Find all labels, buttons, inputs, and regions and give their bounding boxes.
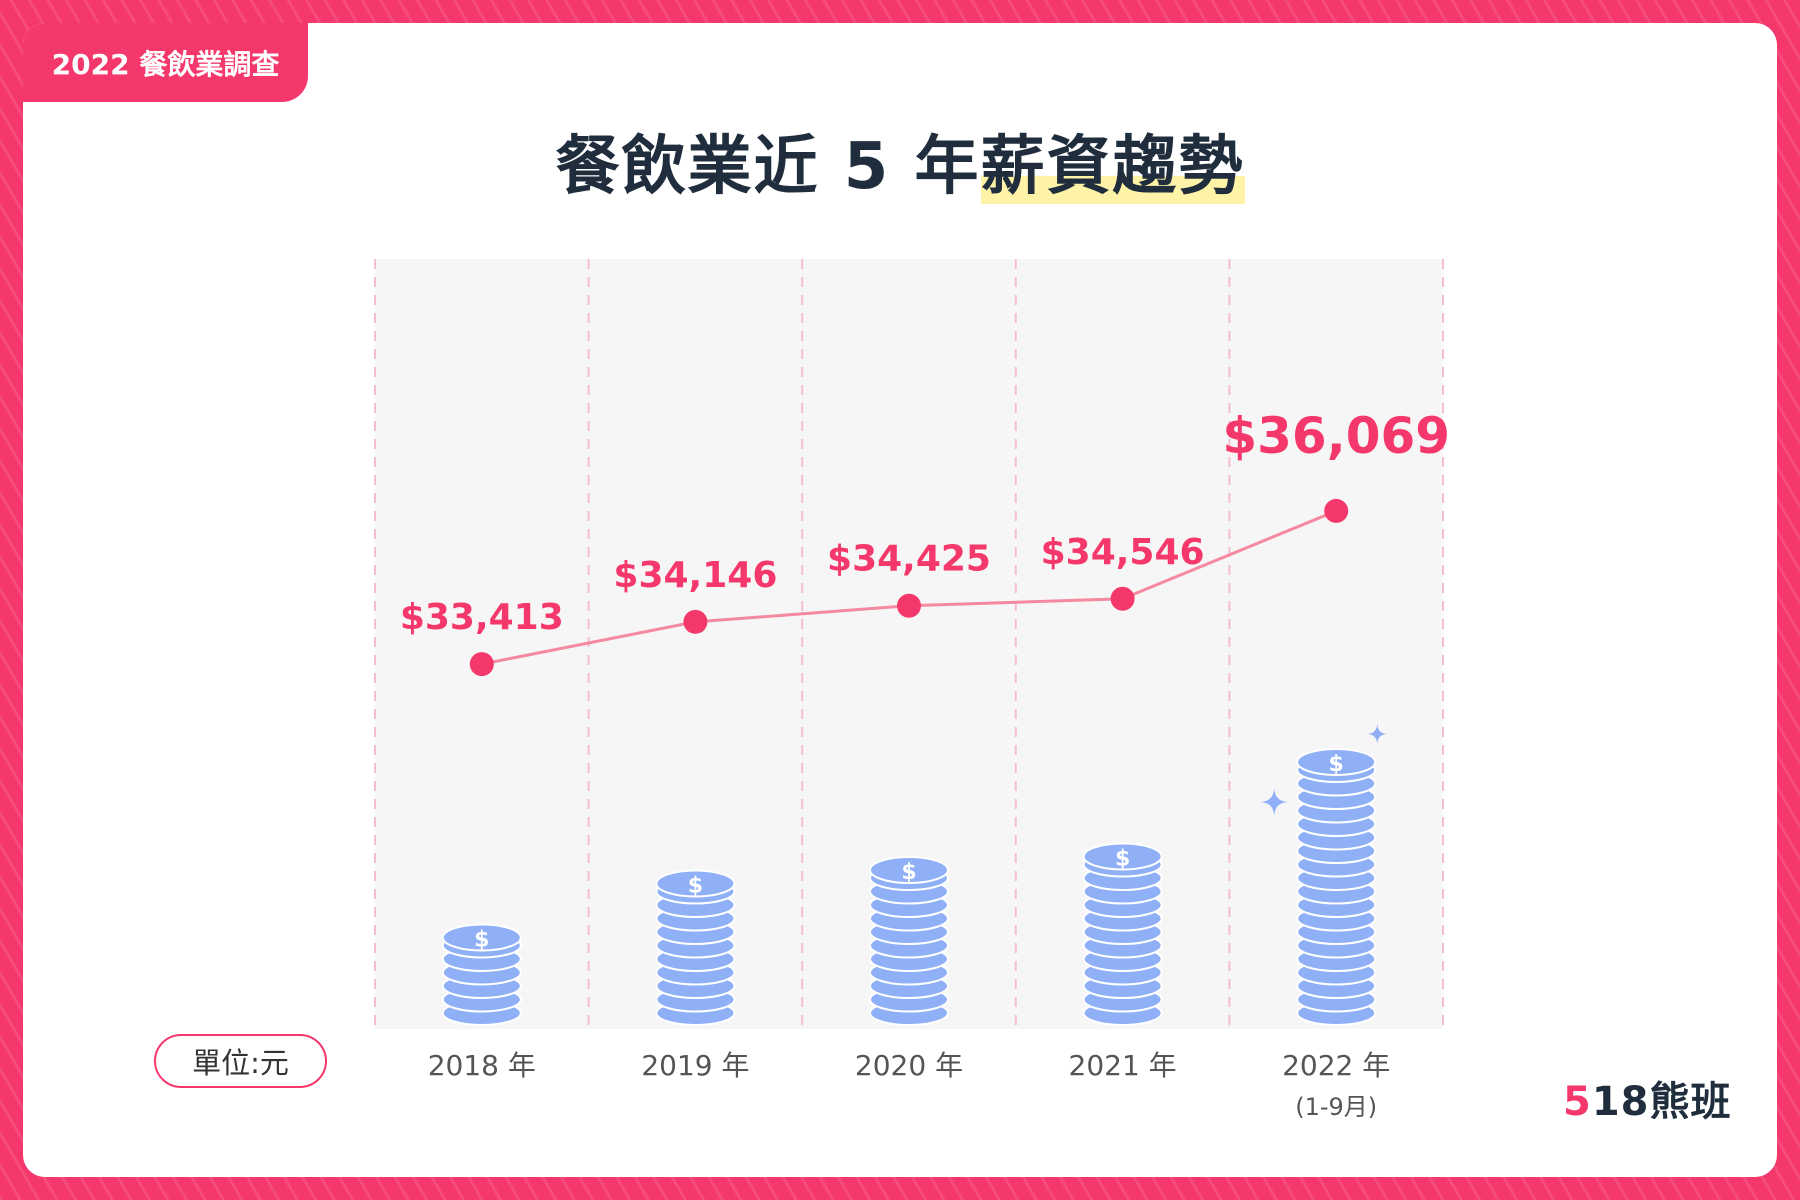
coin-top — [1082, 842, 1163, 871]
dollar-icon: $ — [1329, 752, 1344, 777]
coin-top — [441, 923, 522, 952]
data-point — [1110, 586, 1135, 611]
x-tick-note: (1-9月) — [1295, 1093, 1377, 1121]
coin-top — [1296, 748, 1377, 776]
coin-stack: $ — [1082, 842, 1163, 1026]
title-area: 餐飲業近 5 年薪資趨勢 — [23, 115, 1777, 207]
coin-stack: $ — [441, 923, 522, 1026]
sparkle-icon — [1259, 787, 1290, 817]
coin-stack: $ — [655, 869, 736, 1026]
title-highlight: 薪資趨勢 — [980, 130, 1245, 204]
logo-accent: 5 — [1563, 1079, 1592, 1125]
x-tick-label: 2021 年 — [1069, 1049, 1177, 1082]
survey-tag: 2022 餐飲業調查 — [23, 23, 308, 102]
title-main: 餐飲業近 5 年 — [555, 130, 981, 204]
dollar-icon: $ — [901, 860, 916, 885]
logo-text: 18熊班 — [1591, 1079, 1732, 1125]
value-label: $34,546 — [1041, 532, 1205, 573]
data-point — [469, 652, 494, 677]
dollar-icon: $ — [688, 874, 703, 899]
coin-top — [869, 856, 949, 884]
value-label: $34,146 — [613, 555, 777, 596]
x-tick-label: 2022 年 — [1282, 1049, 1390, 1082]
dollar-icon: $ — [1115, 847, 1130, 872]
coin-stack: $ — [869, 856, 949, 1026]
page-title: 餐飲業近 5 年薪資趨勢 — [555, 115, 1245, 207]
dollar-icon: $ — [474, 928, 489, 953]
value-label: $36,069 — [1222, 407, 1450, 465]
value-label: $33,413 — [400, 597, 564, 638]
x-tick-label: 2020 年 — [855, 1049, 963, 1082]
data-point — [1324, 498, 1349, 523]
salary-chart: $ $ $ $ $ $33,413 $34,146 $34,425 $34,546 $36,069… — [374, 259, 1450, 1121]
coin-top — [655, 869, 736, 898]
value-label: $34,425 — [827, 539, 991, 580]
unit-badge: 單位:元 — [154, 1034, 327, 1088]
data-point — [683, 609, 708, 634]
data-point — [897, 593, 921, 618]
x-tick-label: 2018 年 — [428, 1049, 536, 1082]
x-tick-label: 2019 年 — [641, 1049, 749, 1082]
sparkle-icon — [1366, 723, 1389, 745]
logo: 5 18熊班 — [1563, 1069, 1732, 1125]
coin-stack: $ — [1259, 723, 1389, 1026]
main-card: 2022 餐飲業調查 餐飲業近 5 年薪資趨勢 $ $ $ $ $ $33,413 $34,… — [23, 23, 1777, 1177]
